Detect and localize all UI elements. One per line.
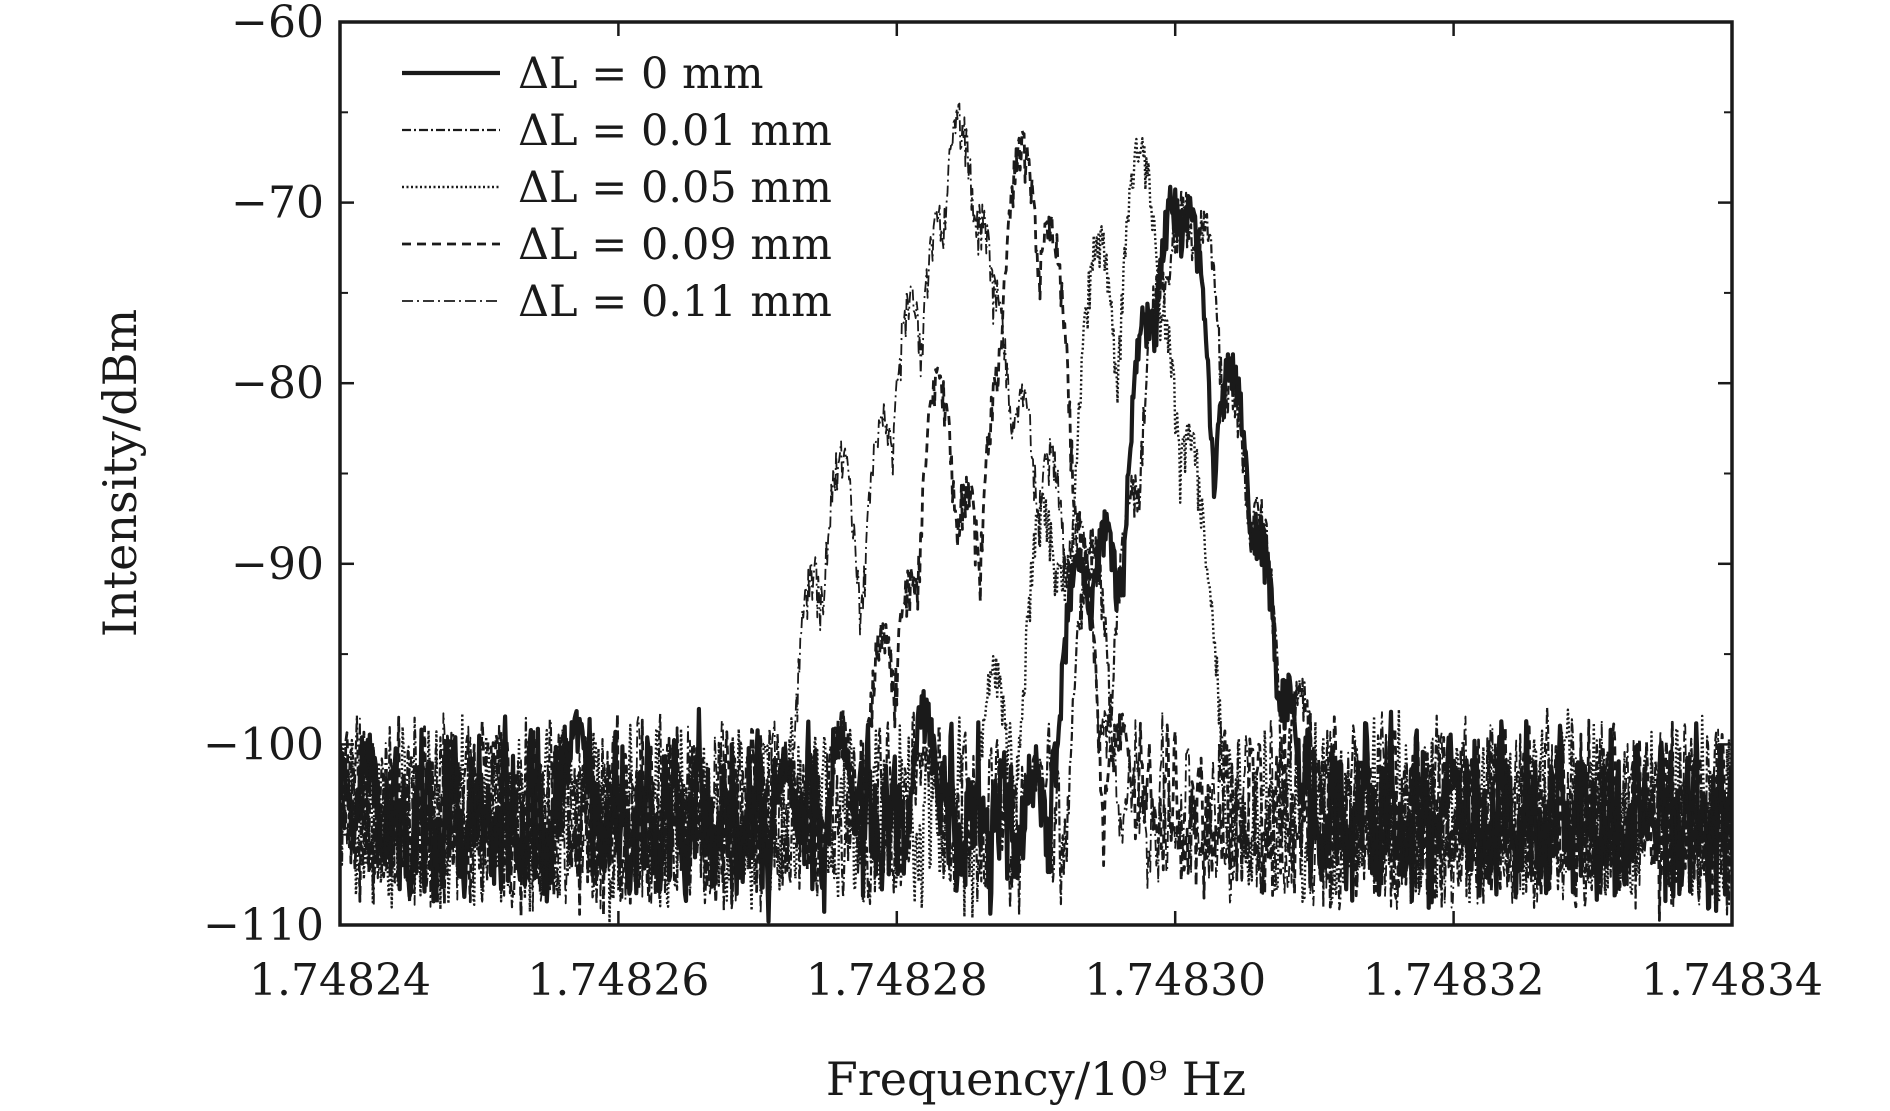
series-line-4	[340, 102, 1732, 915]
y-tick-label: −80	[231, 358, 324, 409]
legend-label: ΔL = 0.05 mm	[518, 163, 832, 213]
y-tick-label: −60	[231, 0, 324, 48]
legend-label: ΔL = 0.09 mm	[518, 220, 832, 270]
ticks-layer: 1.74824 1.74826 1.74828 1.74830 1.74832 1.748…	[203, 0, 1823, 1006]
series-line-3	[340, 129, 1732, 922]
y-tick-label: −100	[203, 719, 324, 770]
x-tick-label: 1.74830	[1084, 955, 1266, 1006]
x-tick-label: 1.74828	[806, 955, 988, 1006]
x-tick-label: 1.74834	[1641, 955, 1823, 1006]
x-tick-label: 1.74832	[1363, 955, 1545, 1006]
legend-label: ΔL = 0.11 mm	[518, 277, 832, 327]
legend-label: ΔL = 0 mm	[518, 49, 764, 99]
x-tick-label: 1.74824	[249, 955, 431, 1006]
legend-label: ΔL = 0.01 mm	[518, 106, 832, 156]
y-tick-label: −110	[203, 900, 324, 951]
y-tick-label: −90	[231, 539, 324, 590]
x-axis-label: Frequency/10⁹ Hz	[826, 1052, 1246, 1106]
y-tick-label: −70	[231, 178, 324, 229]
series-layer	[340, 102, 1732, 925]
x-tick-label: 1.74826	[527, 955, 709, 1006]
y-axis-label: Intensity/dBm	[93, 309, 147, 637]
legend: ΔL = 0 mm ΔL = 0.01 mm ΔL = 0.05 mm ΔL = 0.…	[402, 49, 832, 327]
